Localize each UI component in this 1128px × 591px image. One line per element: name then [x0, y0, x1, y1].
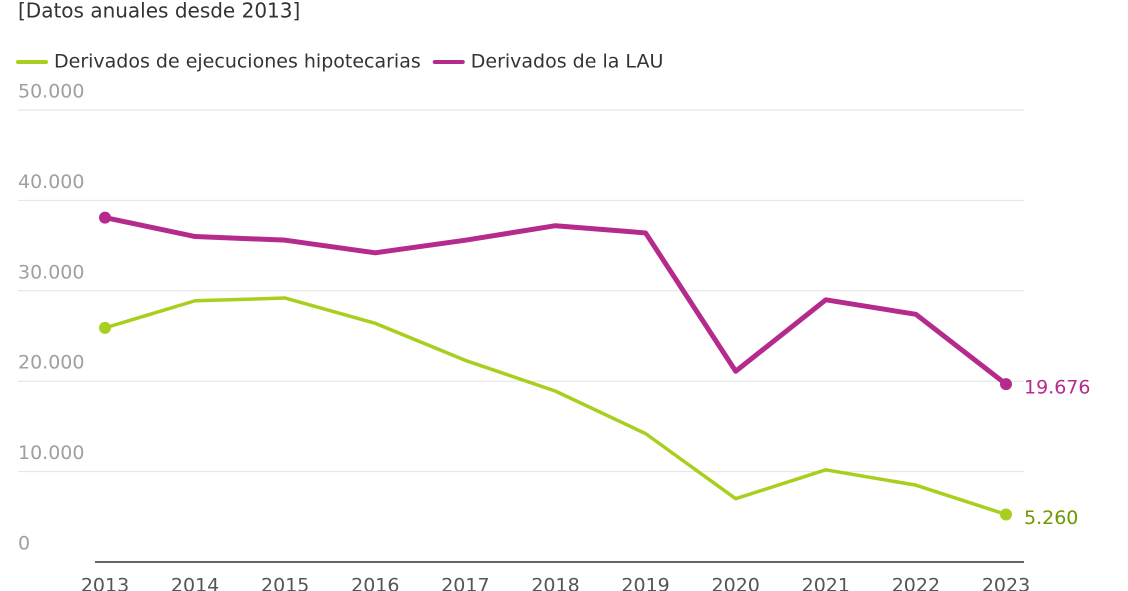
x-tick-label: 2021 [802, 575, 850, 591]
y-tick-label: 10.000 [18, 442, 84, 464]
series-point [99, 211, 111, 224]
series-point [1000, 378, 1012, 391]
x-tick-label: 2014 [171, 575, 219, 591]
x-tick-label: 2017 [441, 575, 489, 591]
x-tick-label: 2013 [81, 575, 129, 591]
x-tick-label: 2018 [531, 575, 579, 591]
series-line [104, 296, 1007, 517]
x-tick-label: 2022 [892, 575, 940, 591]
data-label: 5.260 [1024, 507, 1078, 529]
series-line [104, 215, 1008, 387]
legend-label: Derivados de la LAU [471, 51, 664, 73]
y-tick-label: 50.000 [18, 81, 84, 103]
legend-label: Derivados de ejecuciones hipotecarias [54, 51, 421, 73]
x-tick-label: 2016 [351, 575, 399, 591]
series-point [1000, 508, 1012, 521]
x-tick-label: 2020 [712, 575, 760, 591]
series-point [99, 321, 111, 334]
chart-subtitle: [Datos anuales desde 2013] [18, 0, 300, 23]
y-tick-label: 20.000 [18, 352, 84, 374]
x-tick-label: 2023 [982, 575, 1030, 591]
x-tick-label: 2019 [621, 575, 669, 591]
y-tick-label: 0 [18, 533, 30, 555]
y-tick-label: 40.000 [18, 171, 84, 193]
x-tick-label: 2015 [261, 575, 309, 591]
y-tick-label: 30.000 [18, 261, 84, 283]
data-label: 19.676 [1024, 377, 1090, 399]
